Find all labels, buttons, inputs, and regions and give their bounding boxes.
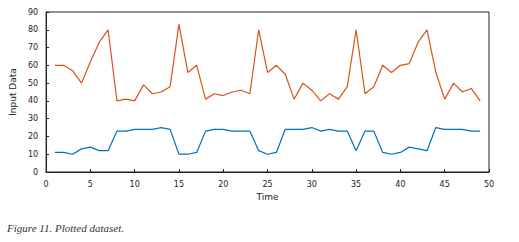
svg-text:10: 10 <box>28 150 38 159</box>
svg-text:20: 20 <box>218 180 228 189</box>
svg-text:35: 35 <box>351 180 361 189</box>
svg-text:90: 90 <box>28 8 38 17</box>
svg-text:Time: Time <box>256 192 279 202</box>
svg-text:10: 10 <box>130 180 140 189</box>
svg-text:0: 0 <box>44 180 49 189</box>
svg-text:30: 30 <box>28 114 38 123</box>
svg-text:20: 20 <box>28 132 38 141</box>
svg-text:80: 80 <box>28 25 38 34</box>
svg-text:45: 45 <box>440 180 450 189</box>
svg-text:70: 70 <box>28 43 38 52</box>
svg-text:40: 40 <box>395 180 405 189</box>
svg-text:40: 40 <box>28 96 38 105</box>
svg-text:30: 30 <box>307 180 317 189</box>
svg-text:0: 0 <box>33 168 38 177</box>
svg-text:Input Data: Input Data <box>8 68 18 116</box>
svg-text:Figure 11. Plotted dataset.: Figure 11. Plotted dataset. <box>6 222 124 234</box>
svg-text:15: 15 <box>174 180 184 189</box>
svg-text:25: 25 <box>262 180 272 189</box>
svg-text:5: 5 <box>88 180 93 189</box>
svg-text:60: 60 <box>28 61 38 70</box>
svg-text:50: 50 <box>484 180 494 189</box>
svg-text:50: 50 <box>28 79 38 88</box>
